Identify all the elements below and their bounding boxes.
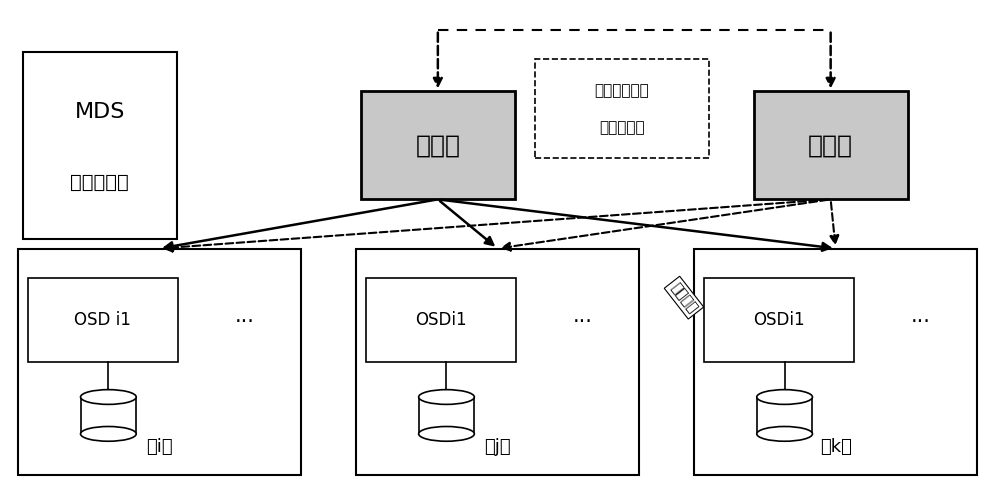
Text: OSDi1: OSDi1 (753, 311, 805, 329)
Text: ...: ... (573, 306, 592, 327)
FancyBboxPatch shape (694, 248, 977, 475)
FancyBboxPatch shape (23, 52, 177, 239)
Text: MDS: MDS (75, 102, 125, 122)
Polygon shape (81, 397, 136, 434)
Ellipse shape (757, 426, 812, 441)
Text: 仲裁器: 仲裁器 (808, 133, 853, 157)
Text: 文件元数据: 文件元数据 (70, 173, 129, 192)
Ellipse shape (419, 426, 474, 441)
Text: 第k组: 第k组 (820, 438, 852, 456)
Text: 第j组: 第j组 (484, 438, 511, 456)
Text: 创建文件对象: 创建文件对象 (594, 83, 649, 98)
FancyBboxPatch shape (754, 91, 908, 199)
Text: ...: ... (911, 306, 931, 327)
Ellipse shape (81, 426, 136, 441)
Text: OSDi1: OSDi1 (415, 311, 467, 329)
Text: 的多个副本: 的多个副本 (599, 121, 645, 136)
FancyBboxPatch shape (28, 278, 178, 361)
FancyBboxPatch shape (535, 59, 709, 158)
Polygon shape (757, 397, 812, 434)
Polygon shape (419, 397, 474, 434)
FancyBboxPatch shape (704, 278, 854, 361)
Ellipse shape (81, 390, 136, 405)
FancyBboxPatch shape (18, 248, 301, 475)
Ellipse shape (419, 390, 474, 405)
FancyBboxPatch shape (356, 248, 639, 475)
Text: 第i组: 第i组 (146, 438, 173, 456)
Text: ...: ... (234, 306, 254, 327)
Ellipse shape (757, 390, 812, 405)
Text: 副本仲裁: 副本仲裁 (668, 280, 700, 315)
FancyBboxPatch shape (361, 91, 515, 199)
Text: 客户端: 客户端 (415, 133, 460, 157)
FancyBboxPatch shape (366, 278, 516, 361)
Text: OSD i1: OSD i1 (74, 311, 131, 329)
